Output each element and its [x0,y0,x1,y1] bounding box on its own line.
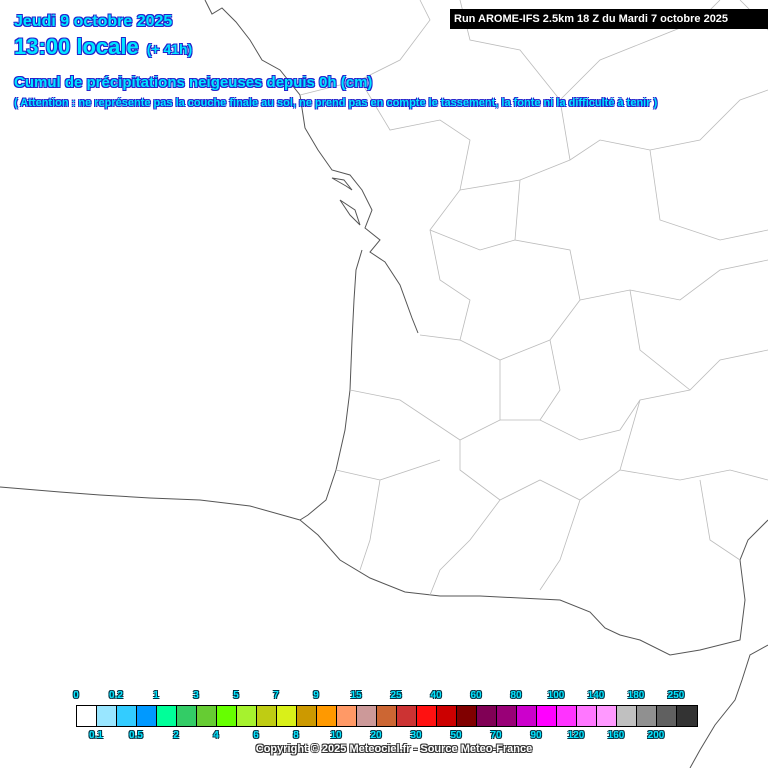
department-borders [299,0,768,596]
legend-swatch [597,706,617,726]
forecast-date: Jeudi 9 octobre 2025 [14,13,173,30]
legend-swatch [197,706,217,726]
legend-label-bottom: 10 [330,730,342,741]
legend-label-top: 15 [350,690,362,701]
legend-swatch [677,706,697,726]
legend-label-top: 5 [233,690,239,701]
legend-label-top: 140 [587,690,605,701]
legend-label-bottom: 4 [213,730,219,741]
legend-swatch [297,706,317,726]
legend-label-bottom: 0.1 [89,730,103,741]
legend-swatch [417,706,437,726]
legend-label-top: 0.2 [109,690,123,701]
legend-label-bottom: 0.5 [129,730,143,741]
legend-label-top: 1 [153,690,159,701]
parameter-title: Cumul de précipitations neigeuses depuis… [14,74,373,91]
legend-color-bar [76,705,698,727]
legend-label-bottom: 30 [410,730,422,741]
legend-swatch [457,706,477,726]
legend-swatch [437,706,457,726]
legend-swatch [177,706,197,726]
legend-swatch [357,706,377,726]
legend-label-top: 60 [470,690,482,701]
legend-swatch [157,706,177,726]
legend-label-top: 9 [313,690,319,701]
legend-label-bottom: 90 [530,730,542,741]
legend-label-top: 3 [193,690,199,701]
legend-swatch [557,706,577,726]
legend-swatch [217,706,237,726]
legend-swatch [657,706,677,726]
legend-swatch [617,706,637,726]
legend-label-bottom: 20 [370,730,382,741]
legend-swatch [317,706,337,726]
legend-swatch [257,706,277,726]
legend-label-top: 7 [273,690,279,701]
legend-label-bottom: 200 [647,730,665,741]
lead-time: (+ 41h) [146,41,193,57]
legend-label-top: 25 [390,690,402,701]
local-time: 13:00 locale [14,34,139,59]
legend-swatch [497,706,517,726]
warning-note: ( Attention : ne représente pas la couch… [14,97,658,109]
legend-label-top: 80 [510,690,522,701]
legend-label-bottom: 6 [253,730,259,741]
legend-swatch [117,706,137,726]
legend-swatch [137,706,157,726]
legend-label-bottom: 120 [567,730,585,741]
legend-swatch [337,706,357,726]
legend-swatch [537,706,557,726]
legend-swatch [577,706,597,726]
legend-label-bottom: 70 [490,730,502,741]
legend-swatch [277,706,297,726]
legend-swatch [97,706,117,726]
legend-swatch [637,706,657,726]
copyright: Copyright © 2025 Meteociel.fr - Source M… [255,743,533,755]
legend-label-bottom: 8 [293,730,299,741]
legend-label-bottom: 50 [450,730,462,741]
legend-swatch [77,706,97,726]
legend-label-bottom: 2 [173,730,179,741]
legend-swatch [377,706,397,726]
legend-label-top: 180 [627,690,645,701]
legend-swatch [397,706,417,726]
legend-label-top: 0 [73,690,79,701]
legend-label-bottom: 160 [607,730,625,741]
legend-label-top: 250 [667,690,685,701]
legend-swatch [237,706,257,726]
model-run-label: Run AROME-IFS 2.5km 18 Z du Mardi 7 octo… [450,9,768,29]
legend-swatch [517,706,537,726]
legend-label-top: 40 [430,690,442,701]
legend-label-top: 100 [547,690,565,701]
forecast-time: 13:00 locale (+ 41h) [14,34,192,60]
legend-swatch [477,706,497,726]
